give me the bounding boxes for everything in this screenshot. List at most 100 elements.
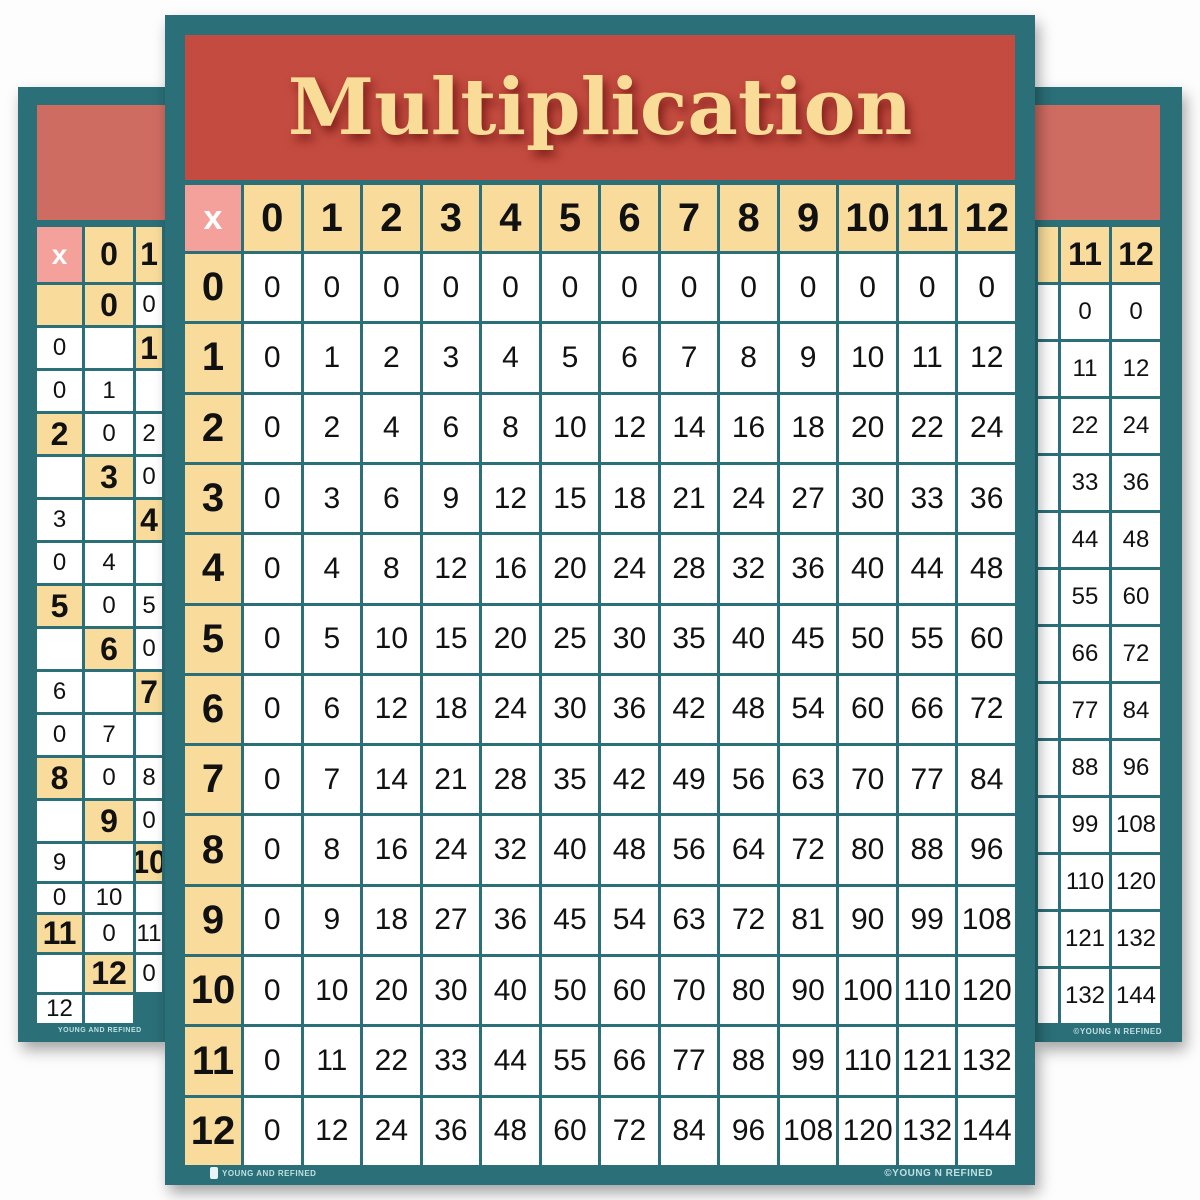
product-cell: 21 <box>422 746 480 814</box>
product-cell: 3 <box>422 324 480 392</box>
product-cell: 4 <box>363 394 420 462</box>
product-cell: 18 <box>363 886 420 955</box>
product-cell: 54 <box>601 886 658 955</box>
product-cell: 32 <box>482 816 539 884</box>
product-cell: 0 <box>244 535 301 603</box>
product-cell: 22 <box>1061 399 1109 453</box>
product-cell: 33 <box>422 1027 480 1095</box>
product-cell: 2 <box>136 414 162 454</box>
row-header: 6 <box>85 629 133 669</box>
product-cell: 72 <box>601 1097 658 1165</box>
row-header: 11 <box>37 915 82 952</box>
poster-title: Multiplication <box>287 62 913 153</box>
row-header: 8 <box>185 816 241 884</box>
row-header: 1 <box>136 328 162 368</box>
product-cell: 60 <box>541 1097 599 1165</box>
partial-cell <box>85 328 133 368</box>
row-header: 3 <box>185 464 241 533</box>
product-cell: 0 <box>244 254 301 322</box>
product-cell: 10 <box>541 394 599 462</box>
product-cell: 27 <box>779 464 837 533</box>
product-cell: 7 <box>660 324 718 392</box>
product-cell: 16 <box>482 535 539 603</box>
product-cell: 60 <box>601 957 658 1025</box>
partial-column-header <box>37 285 82 325</box>
product-cell: 20 <box>482 605 539 673</box>
partial-cell <box>37 629 82 669</box>
product-cell: 12 <box>363 675 420 744</box>
back-poster-left: x 0 1 0 0 0 1 0 1 2 0 2 3 0 3 4 0 4 5 0 5 6 0 6 7 0 7 8 0 8 9 0 9 10 0 10 11… <box>18 87 165 1042</box>
product-cell: 36 <box>1112 456 1160 510</box>
product-cell: 36 <box>422 1097 480 1165</box>
product-cell: 6 <box>303 675 361 744</box>
product-cell: 33 <box>1061 456 1109 510</box>
partial-cell <box>1038 741 1058 795</box>
product-cell: 96 <box>720 1097 777 1165</box>
column-header: 8 <box>720 185 777 251</box>
product-cell: 20 <box>839 394 896 462</box>
product-cell: 12 <box>601 394 658 462</box>
product-cell: 24 <box>958 394 1015 462</box>
product-cell: 40 <box>541 816 599 884</box>
product-cell: 12 <box>37 995 82 1023</box>
product-cell: 81 <box>779 886 837 955</box>
product-cell: 90 <box>779 957 837 1025</box>
product-cell: 4 <box>303 535 361 603</box>
product-cell: 99 <box>779 1027 837 1095</box>
product-cell: 6 <box>363 464 420 533</box>
product-cell: 72 <box>779 816 837 884</box>
product-cell: 0 <box>244 675 301 744</box>
product-cell: 2 <box>303 394 361 462</box>
column-header: 1 <box>136 227 162 282</box>
product-cell: 36 <box>601 675 658 744</box>
product-cell: 0 <box>244 1027 301 1095</box>
product-cell: 12 <box>303 1097 361 1165</box>
product-cell: 60 <box>839 675 896 744</box>
multiplication-grid: x 0 1 0 0 0 1 0 1 2 0 2 3 0 3 4 0 4 5 0 5 6 0 6 7 0 7 8 0 8 9 0 9 10 0 10 11… <box>37 227 162 1023</box>
product-cell: 36 <box>958 464 1015 533</box>
product-cell: 11 <box>303 1027 361 1095</box>
product-cell: 72 <box>1112 627 1160 681</box>
product-cell: 0 <box>839 254 896 322</box>
product-cell: 30 <box>839 464 896 533</box>
product-cell: 1 <box>303 324 361 392</box>
product-cell: 0 <box>244 464 301 533</box>
product-cell: 0 <box>244 816 301 884</box>
product-cell: 8 <box>363 535 420 603</box>
product-cell: 18 <box>601 464 658 533</box>
product-cell: 110 <box>1061 855 1109 909</box>
product-cell: 44 <box>898 535 956 603</box>
product-cell: 0 <box>37 543 82 583</box>
product-cell: 108 <box>1112 798 1160 852</box>
row-header: 0 <box>185 254 241 322</box>
poster-header: Multiplication <box>185 35 1015 180</box>
product-cell: 36 <box>482 886 539 955</box>
product-cell: 7 <box>303 746 361 814</box>
product-cell: 8 <box>720 324 777 392</box>
product-cell: 49 <box>660 746 718 814</box>
copyright-footer: ©YOUNG N REFINED <box>884 1168 993 1179</box>
row-header: 5 <box>37 586 82 626</box>
column-header: 12 <box>958 185 1015 251</box>
product-cell: 16 <box>720 394 777 462</box>
partial-cell <box>1038 342 1058 396</box>
product-cell: 77 <box>1061 684 1109 738</box>
product-cell: 24 <box>1112 399 1160 453</box>
product-cell: 132 <box>1112 912 1160 966</box>
product-cell: 0 <box>244 324 301 392</box>
product-cell: 0 <box>244 886 301 955</box>
partial-cell <box>136 715 162 755</box>
product-cell: 120 <box>1112 855 1160 909</box>
multiplication-grid: 11 12 0 0 11 12 22 24 33 36 44 48 55 60 66 72 77 84 88 96 99… <box>1038 227 1160 1023</box>
column-header: 3 <box>422 185 480 251</box>
product-cell: 66 <box>601 1027 658 1095</box>
product-cell: 40 <box>482 957 539 1025</box>
product-cell: 44 <box>1061 513 1109 567</box>
multiplication-grid: x 0 1 2 3 4 5 6 7 8 9 10 11 12 0 0 0 0 0 0 0 0 0 0 0 0 0 0 1 0 1 2 3 4 5 6 7… <box>185 185 1015 1165</box>
product-cell: 28 <box>482 746 539 814</box>
row-header: 4 <box>136 500 162 540</box>
partial-cell <box>1038 456 1058 510</box>
row-header: 12 <box>185 1097 241 1165</box>
product-cell: 9 <box>303 886 361 955</box>
column-header: 0 <box>244 185 301 251</box>
